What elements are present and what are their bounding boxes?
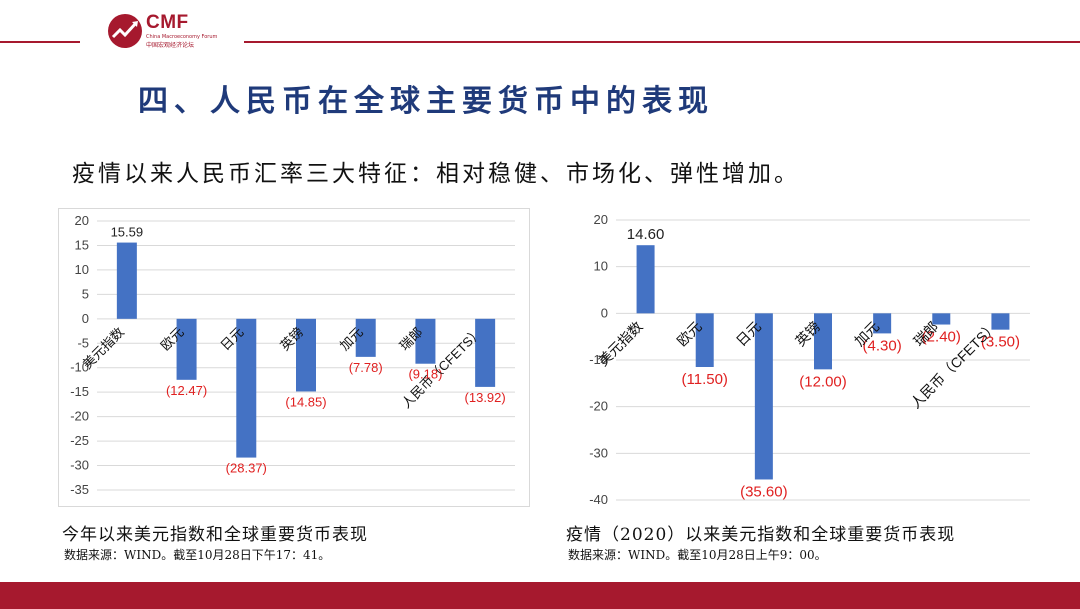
data-label: (12.47)	[166, 383, 207, 398]
bar-pandemic	[873, 313, 892, 334]
chart-ytd-caption: 今年以来美元指数和全球重要货币表现	[62, 525, 368, 545]
data-label: (7.78)	[349, 360, 383, 375]
bar-ytd	[116, 242, 137, 319]
chart-pandemic-source: 数据来源：WIND。截至10月28日上午9：00。	[568, 548, 827, 562]
y-tick-label: -30	[589, 445, 608, 460]
bar-pandemic	[814, 313, 832, 370]
data-label: (12.00)	[799, 373, 847, 390]
y-tick-label: -20	[589, 399, 608, 414]
subtitle: 疫情以来人民币汇率三大特征：相对稳健、市场化、弹性增加。	[72, 161, 800, 187]
y-tick-label: -10	[589, 352, 608, 367]
data-label: (28.37)	[226, 461, 267, 476]
bar-pandemic	[991, 313, 1010, 330]
data-label: (14.85)	[285, 394, 326, 409]
y-tick-label: -15	[70, 384, 89, 399]
y-tick-label: 20	[594, 212, 608, 227]
logo-subtitle-cn: 中国宏观经济论坛	[146, 42, 195, 49]
data-label: (35.60)	[740, 483, 788, 500]
y-tick-label: 10	[594, 259, 608, 274]
logo-text: CMF	[146, 12, 189, 33]
chart-pandemic-caption: 疫情（2020）以来美元指数和全球重要货币表现	[566, 525, 956, 545]
header-rule-left	[0, 41, 80, 43]
header-rule-right	[244, 41, 1080, 43]
chart-ytd-source: 数据来源：WIND。截至10月28日下午17：41。	[64, 548, 331, 562]
y-tick-label: 10	[75, 262, 89, 277]
bar-ytd	[176, 318, 197, 380]
data-label: (9.18)	[408, 367, 442, 382]
y-tick-label: -10	[70, 360, 89, 375]
y-tick-label: -30	[70, 458, 89, 473]
data-label: (11.50)	[682, 371, 728, 388]
bar-pandemic	[754, 313, 773, 480]
chart-pandemic: 20100-10-20-30-4014.60美元指数(11.50)欧元(35.6…	[589, 212, 1030, 507]
data-label: 15.59	[111, 225, 144, 240]
bar-pandemic	[932, 313, 951, 325]
page-title: 四、人民币在全球主要货币中的表现	[138, 84, 714, 119]
data-label: 14.60	[627, 226, 665, 243]
y-tick-label: -40	[589, 492, 608, 507]
logo-subtitle: China Macroeconomy Forum	[146, 34, 218, 40]
y-tick-label: -20	[70, 409, 89, 424]
y-tick-label: -25	[70, 433, 89, 448]
y-tick-label: 0	[601, 305, 608, 320]
y-tick-label: 5	[82, 286, 89, 301]
cmf-logo-icon	[108, 14, 142, 48]
chart-ytd: 20151050-5-10-15-20-25-30-3515.59美元指数(12…	[70, 213, 515, 497]
footer-bar	[0, 582, 1080, 609]
bar-ytd	[475, 318, 496, 387]
bar-ytd	[415, 318, 436, 364]
y-tick-label: -5	[77, 335, 89, 350]
y-tick-label: -35	[70, 482, 89, 497]
category-label: 美元指数	[595, 318, 646, 369]
data-label: (4.30)	[863, 337, 902, 354]
bar-ytd	[355, 318, 376, 357]
bar-ytd	[236, 318, 257, 458]
chart-ytd-container: 20 15 10 5 0 -5 -10 -15 -20 -25 -30 -35 15.59 美元指数 (12…	[58, 208, 530, 507]
data-label: (3.50)	[981, 334, 1020, 351]
y-tick-label: 0	[82, 311, 89, 326]
data-label: (13.92)	[465, 390, 506, 405]
y-tick-label: 15	[75, 237, 89, 252]
chart-pandemic-container: 20 10 0 -10 -20 -30 -40 14.60 美元指数 (11.50) 欧元 (35.6…	[566, 208, 1050, 520]
data-label: (2.40)	[922, 329, 961, 346]
bar-pandemic	[695, 313, 714, 367]
bar-pandemic	[636, 245, 655, 314]
y-tick-label: 20	[75, 213, 89, 228]
bar-ytd	[296, 318, 316, 392]
